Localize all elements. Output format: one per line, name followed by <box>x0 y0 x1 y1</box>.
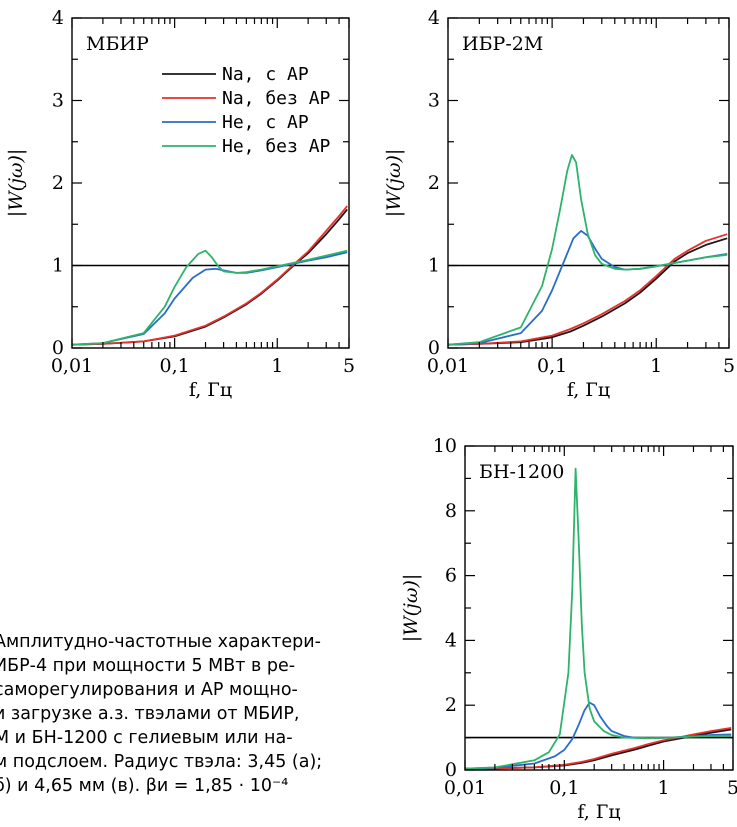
y-axis-title: |W(jω)| <box>400 574 422 643</box>
y-tick-label: 2 <box>428 172 440 194</box>
series-line <box>447 233 728 346</box>
x-tick-label: 0,01 <box>51 355 93 377</box>
y-tick-label: 10 <box>433 435 457 457</box>
x-tick-label: 0,1 <box>160 355 190 377</box>
y-tick-label: 4 <box>52 7 64 29</box>
y-axis-title: |W(jω)| <box>5 149 27 218</box>
legend-label: Na, без АР <box>222 88 331 109</box>
x-tick-label: 0,01 <box>427 355 469 377</box>
legend-label: He, с АР <box>222 112 309 133</box>
y-tick-label: 4 <box>428 7 440 29</box>
figure-caption: Амплитудно-частотные характери- ИБР-4 пр… <box>0 630 386 798</box>
y-tick-label: 4 <box>445 629 457 651</box>
caption-line: саморегулирования и АР мощно- <box>0 680 298 700</box>
x-tick-label: 1 <box>650 355 662 377</box>
panel-label: БН-1200 <box>479 461 564 483</box>
x-tick-label: 0,01 <box>444 777 486 799</box>
y-tick-label: 1 <box>428 255 440 277</box>
chart-panel-2: 0,01 0,1 1 5 0 1 2 3 4 ИБР-2М f, Гц |W(jω)| <box>383 7 735 401</box>
panel-label: МБИР <box>86 33 149 55</box>
x-tick-label: 5 <box>343 355 355 377</box>
x-tick-label: 0,1 <box>549 777 579 799</box>
series-line <box>447 230 728 346</box>
y-tick-label: 2 <box>52 172 64 194</box>
y-tick-label: 0 <box>52 337 64 359</box>
caption-line: б) и 4,65 мм (в). βи = 1,85 · 10⁻⁴ <box>0 776 289 796</box>
y-axis-title: |W(jω)| <box>383 149 405 218</box>
series-line <box>71 205 348 346</box>
y-tick-label: 0 <box>428 337 440 359</box>
x-tick-label: 1 <box>271 355 283 377</box>
series-line <box>464 467 732 770</box>
x-axis-title: f, Гц <box>577 801 620 823</box>
series-line <box>447 154 728 346</box>
series-line <box>447 237 728 346</box>
legend: Na, с АР Na, без АР He, с АР He, без АР <box>162 64 331 157</box>
y-tick-label: 3 <box>52 90 64 112</box>
caption-line: М и БН-1200 с гелиевым или на- <box>0 728 293 748</box>
series-line <box>464 727 732 770</box>
caption-line: и загрузке а.з. твэлами от МБИР, <box>0 704 300 724</box>
y-tick-label: 3 <box>428 90 440 112</box>
plot-frame <box>447 17 730 349</box>
panel-label: ИБР-2М <box>462 33 543 55</box>
series-line <box>71 249 348 346</box>
y-tick-label: 0 <box>445 759 457 781</box>
y-tick-label: 1 <box>52 255 64 277</box>
x-axis-title: f, Гц <box>189 379 232 401</box>
legend-label: Na, с АР <box>222 64 309 85</box>
legend-label: He, без АР <box>222 136 331 157</box>
x-tick-label: 0,1 <box>537 355 567 377</box>
caption-line: Амплитудно-частотные характери- <box>0 632 321 652</box>
plot-frame <box>464 445 734 771</box>
caption-line: м подслоем. Радиус твэла: 3,45 (а); <box>0 752 323 772</box>
caption-line: ИБР-4 при мощности 5 МВт в ре- <box>0 656 296 676</box>
x-tick-label: 5 <box>723 355 735 377</box>
x-axis-title: f, Гц <box>567 379 610 401</box>
y-tick-label: 2 <box>445 694 457 716</box>
y-tick-label: 8 <box>445 500 457 522</box>
x-tick-label: 5 <box>727 777 737 799</box>
y-tick-label: 6 <box>445 565 457 587</box>
x-tick-label: 1 <box>658 777 670 799</box>
chart-panel-3: 0,01 0,1 1 5 0 2 4 6 8 10 БН-1200 f, Гц |W(jω)| <box>400 435 737 823</box>
